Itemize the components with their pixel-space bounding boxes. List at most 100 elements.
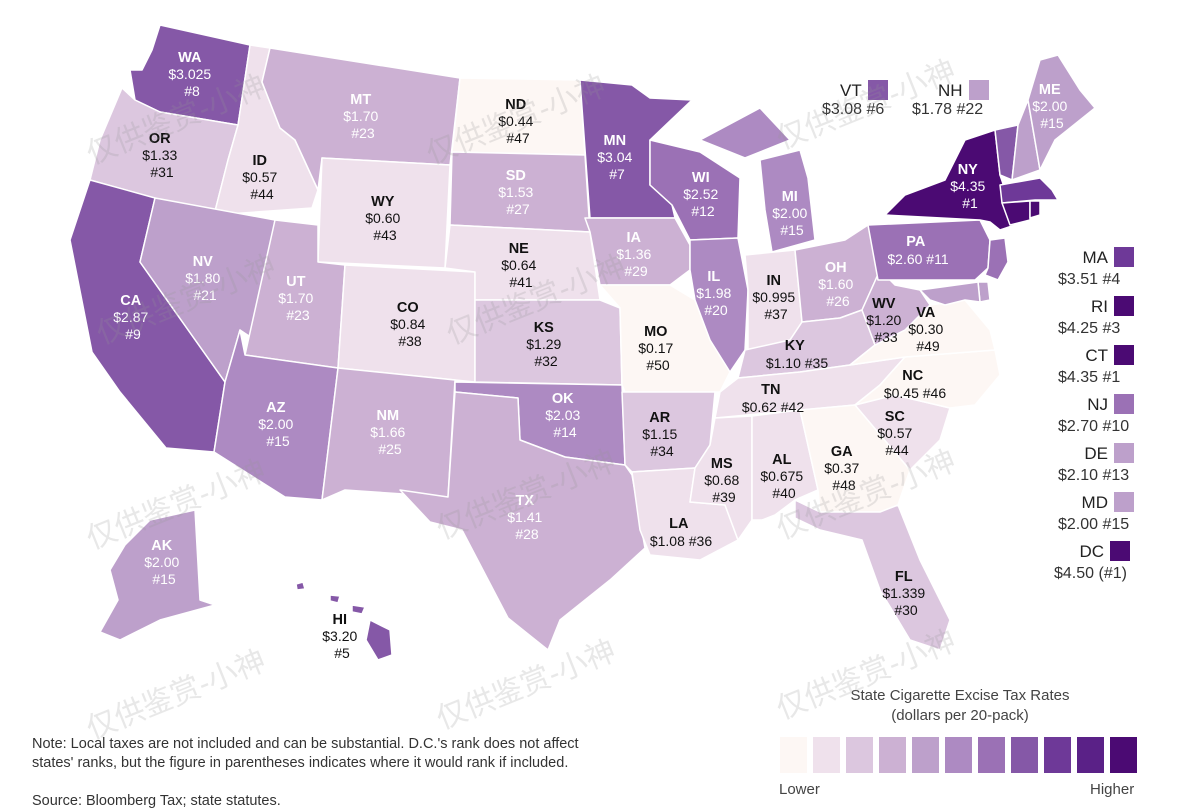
state-IL[interactable] bbox=[689, 237, 749, 373]
callout-abbr: NJ bbox=[1087, 395, 1108, 414]
label-SD: SD $1.53 #27 bbox=[498, 167, 538, 217]
state-NM[interactable] bbox=[321, 367, 456, 501]
callout-value: $4.50 (#1) bbox=[1054, 565, 1127, 582]
state-RI[interactable] bbox=[1029, 200, 1041, 219]
label-MN: MN $3.04 #7 bbox=[597, 132, 637, 182]
label-PA: PA $2.60 #11 bbox=[887, 233, 948, 267]
label-WV: WV $1.20 #33 bbox=[866, 295, 906, 345]
callout-abbr: VT bbox=[840, 81, 862, 100]
legend-swatch bbox=[780, 737, 807, 773]
label-CA: CA $2.87 #9 bbox=[113, 292, 153, 342]
state-MA[interactable] bbox=[999, 177, 1059, 204]
callout-DC: DC $4.50 (#1) bbox=[1054, 541, 1164, 584]
callout-MA: MA $3.51 #4 bbox=[1058, 247, 1168, 290]
legend-swatch bbox=[846, 737, 873, 773]
callout-abbr: NH bbox=[938, 81, 963, 100]
legend-swatch bbox=[912, 737, 939, 773]
legend-high-label: Higher bbox=[1090, 781, 1135, 798]
legend-swatch bbox=[1077, 737, 1104, 773]
label-CO: CO $0.84 #38 bbox=[390, 299, 430, 349]
footnote: Note: Local taxes are not included and c… bbox=[32, 736, 579, 771]
callout-value: $2.10 #13 bbox=[1058, 467, 1130, 484]
state-IA[interactable] bbox=[584, 217, 691, 286]
state-TX[interactable] bbox=[399, 391, 646, 651]
state-MO[interactable] bbox=[599, 284, 731, 393]
label-WI: WI $2.52 #12 bbox=[683, 169, 723, 219]
label-WY: WY $0.60 #43 bbox=[365, 193, 405, 243]
label-OK: OK $2.03 #14 bbox=[545, 390, 585, 440]
label-IL: IL $1.98 #20 bbox=[696, 268, 736, 318]
callout-abbr: MA bbox=[1082, 248, 1109, 267]
callout-abbr: DC bbox=[1079, 542, 1104, 561]
label-NE: NE $0.64 #41 bbox=[501, 240, 541, 290]
label-KS: KS $1.29 #32 bbox=[526, 319, 566, 369]
callout-MD: MD $2.00 #15 bbox=[1058, 492, 1168, 535]
callout-swatch bbox=[1114, 345, 1134, 365]
state-FL[interactable] bbox=[794, 499, 951, 651]
callout-swatch bbox=[1114, 394, 1134, 414]
callout-abbr: RI bbox=[1091, 297, 1108, 316]
label-MT: MT $1.70 #23 bbox=[343, 91, 383, 141]
label-AK: AK $2.00 #15 bbox=[144, 537, 184, 587]
label-WA: WA $3.025 #8 bbox=[168, 49, 215, 99]
callout-swatch bbox=[1114, 296, 1134, 316]
legend-swatch bbox=[1011, 737, 1038, 773]
label-MO: MO $0.17 #50 bbox=[638, 323, 678, 373]
callout-RI: RI $4.25 #3 bbox=[1058, 296, 1168, 339]
callout-value: $4.25 #3 bbox=[1058, 320, 1121, 337]
callout-abbr: DE bbox=[1084, 444, 1108, 463]
label-MI: MI $2.00 #15 bbox=[772, 188, 812, 238]
legend-low-label: Lower bbox=[779, 781, 820, 798]
label-AR: AR $1.15 #34 bbox=[642, 409, 682, 459]
label-NY: NY $4.35 #1 bbox=[950, 161, 990, 211]
legend-swatch bbox=[1110, 737, 1137, 773]
legend-title-line2: (dollars per 20-pack) bbox=[891, 707, 1029, 724]
state-PA[interactable] bbox=[867, 219, 991, 281]
label-NM: NM $1.66 #25 bbox=[370, 407, 410, 457]
label-AZ: AZ $2.00 #15 bbox=[258, 399, 298, 449]
label-AL: AL $0.675 #40 bbox=[760, 451, 807, 501]
callout-swatch bbox=[968, 80, 989, 100]
legend-swatch bbox=[978, 737, 1005, 773]
label-TN: TN $0.62 #42 bbox=[742, 381, 804, 415]
legend-swatch bbox=[1044, 737, 1071, 773]
label-SC: SC $0.57 #44 bbox=[877, 408, 917, 458]
legend-title: State Cigarette Excise Tax Rates (dollar… bbox=[780, 686, 1140, 726]
callout-swatch bbox=[1110, 541, 1130, 561]
state-CT[interactable] bbox=[1001, 200, 1031, 226]
legend-swatch bbox=[813, 737, 840, 773]
callout-value: $3.08 #6 bbox=[822, 101, 885, 118]
state-HI[interactable] bbox=[295, 581, 393, 661]
legend-swatch bbox=[879, 737, 906, 773]
source-line: Source: Bloomberg Tax; state statutes. bbox=[32, 793, 281, 809]
callout-value: $2.70 #10 bbox=[1058, 418, 1130, 435]
state-MI[interactable] bbox=[699, 107, 816, 253]
label-OR: OR $1.33 #31 bbox=[142, 130, 182, 180]
legend-title-line1: State Cigarette Excise Tax Rates bbox=[850, 687, 1070, 704]
callout-value: $4.35 #1 bbox=[1058, 369, 1121, 386]
callout-swatch bbox=[1114, 443, 1134, 463]
callout-CT: CT $4.35 #1 bbox=[1058, 345, 1168, 388]
state-NJ[interactable] bbox=[984, 237, 1009, 281]
label-HI: HI $3.20 #5 bbox=[322, 611, 362, 661]
label-MS: MS $0.68 #39 bbox=[704, 455, 744, 505]
callout-swatch bbox=[1114, 492, 1134, 512]
label-IN: IN $0.995 #37 bbox=[752, 272, 799, 322]
callout-VT: VT $3.08 #6 bbox=[822, 80, 888, 119]
callout-swatch bbox=[867, 80, 888, 100]
state-ME[interactable] bbox=[1027, 54, 1096, 171]
state-MD[interactable] bbox=[919, 281, 981, 306]
callout-NJ: NJ $2.70 #10 bbox=[1058, 394, 1168, 437]
label-UT: UT $1.70 #23 bbox=[278, 273, 318, 323]
label-NV: NV $1.80 #21 bbox=[185, 253, 225, 303]
state-AK[interactable] bbox=[99, 509, 216, 641]
label-OH: OH $1.60 #26 bbox=[818, 259, 858, 309]
callout-value: $3.51 #4 bbox=[1058, 271, 1121, 288]
state-NC[interactable] bbox=[854, 349, 1001, 409]
label-VA: VA $0.30 #49 bbox=[908, 304, 948, 354]
callout-value: $2.00 #15 bbox=[1058, 516, 1130, 533]
callout-value: $1.78 #22 bbox=[912, 101, 984, 118]
callout-NH: NH $1.78 #22 bbox=[912, 80, 989, 119]
label-ME: ME $2.00 #15 bbox=[1032, 81, 1072, 131]
